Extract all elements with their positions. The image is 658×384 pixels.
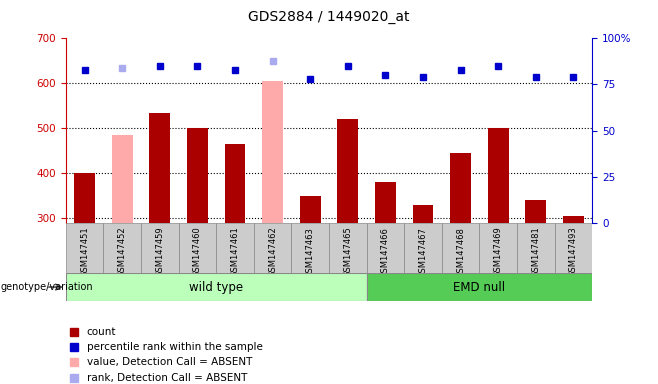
Bar: [141, 223, 178, 273]
Bar: [338, 119, 358, 223]
Bar: [291, 223, 329, 273]
Text: GDS2884 / 1449020_at: GDS2884 / 1449020_at: [248, 10, 410, 23]
Text: GSM147461: GSM147461: [230, 227, 240, 278]
Text: EMD null: EMD null: [453, 281, 505, 293]
Bar: [112, 135, 132, 223]
Bar: [450, 153, 471, 223]
Bar: [187, 128, 208, 223]
Bar: [66, 223, 103, 273]
Bar: [178, 223, 216, 273]
Bar: [149, 113, 170, 223]
Bar: [367, 223, 404, 273]
Bar: [254, 223, 291, 273]
Text: GSM147467: GSM147467: [418, 227, 428, 278]
Text: rank, Detection Call = ABSENT: rank, Detection Call = ABSENT: [87, 373, 247, 383]
Text: GSM147493: GSM147493: [569, 227, 578, 278]
Bar: [329, 223, 367, 273]
Text: GSM147468: GSM147468: [456, 227, 465, 278]
Text: GSM147452: GSM147452: [118, 227, 127, 277]
Bar: [74, 173, 95, 223]
Bar: [526, 200, 546, 223]
Bar: [517, 223, 555, 273]
Text: genotype/variation: genotype/variation: [1, 282, 93, 292]
Bar: [300, 196, 320, 223]
Text: GSM147466: GSM147466: [381, 227, 390, 278]
Bar: [480, 223, 517, 273]
Text: count: count: [87, 327, 116, 337]
Text: GSM147460: GSM147460: [193, 227, 202, 278]
Bar: [555, 223, 592, 273]
Bar: [66, 273, 367, 301]
Bar: [442, 223, 480, 273]
Text: GSM147451: GSM147451: [80, 227, 89, 277]
Text: GSM147459: GSM147459: [155, 227, 164, 277]
Text: GSM147462: GSM147462: [268, 227, 277, 278]
Bar: [103, 223, 141, 273]
Text: GSM147481: GSM147481: [531, 227, 540, 278]
Text: percentile rank within the sample: percentile rank within the sample: [87, 342, 263, 352]
Bar: [224, 144, 245, 223]
Text: GSM147469: GSM147469: [494, 227, 503, 278]
Bar: [413, 205, 434, 223]
Bar: [216, 223, 254, 273]
Bar: [367, 273, 592, 301]
Bar: [488, 128, 509, 223]
Text: value, Detection Call = ABSENT: value, Detection Call = ABSENT: [87, 358, 252, 367]
Bar: [263, 81, 283, 223]
Bar: [375, 182, 395, 223]
Text: GSM147463: GSM147463: [306, 227, 315, 278]
Text: GSM147465: GSM147465: [343, 227, 352, 278]
Bar: [563, 216, 584, 223]
Bar: [404, 223, 442, 273]
Text: wild type: wild type: [189, 281, 243, 293]
